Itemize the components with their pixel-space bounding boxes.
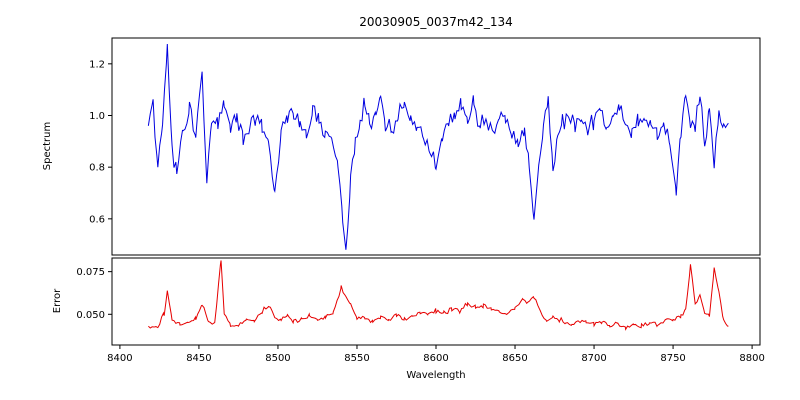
spectrum-y-tick-label: 1.2 (89, 59, 105, 70)
x-tick-label: 8400 (107, 353, 132, 364)
error-y-tick-label: 0.075 (76, 267, 105, 278)
x-tick-label: 8700 (581, 353, 606, 364)
spectrum-y-tick-label: 0.6 (89, 214, 105, 225)
x-tick-label: 8450 (186, 353, 211, 364)
x-tick-label: 8800 (739, 353, 764, 364)
x-tick-label: 8600 (423, 353, 448, 364)
x-axis-label: Wavelength (406, 370, 465, 381)
x-tick-label: 8550 (344, 353, 369, 364)
error-y-axis-label: Error (52, 288, 63, 313)
x-tick-label: 8750 (660, 353, 685, 364)
x-tick-label: 8650 (502, 353, 527, 364)
error-y-tick-label: 0.050 (76, 310, 105, 321)
spectrum-line (147, 43, 729, 250)
error-line (148, 260, 729, 331)
spectrum-y-tick-label: 0.8 (89, 163, 105, 174)
plot-panels: 0.6 0.8 1.0 1.2 0.050 0.075 8400 8450 8500 8550 86… (76, 37, 765, 364)
spectrum-y-tick-label: 1.0 (89, 111, 105, 122)
x-tick-label: 8500 (265, 353, 290, 364)
spectrum-axes-frame (111, 37, 761, 256)
error-axes-frame (111, 257, 761, 346)
chart-title: 20030905_0037m42_134 (359, 15, 512, 29)
spectrum-y-axis-label: Spectrum (42, 122, 53, 170)
